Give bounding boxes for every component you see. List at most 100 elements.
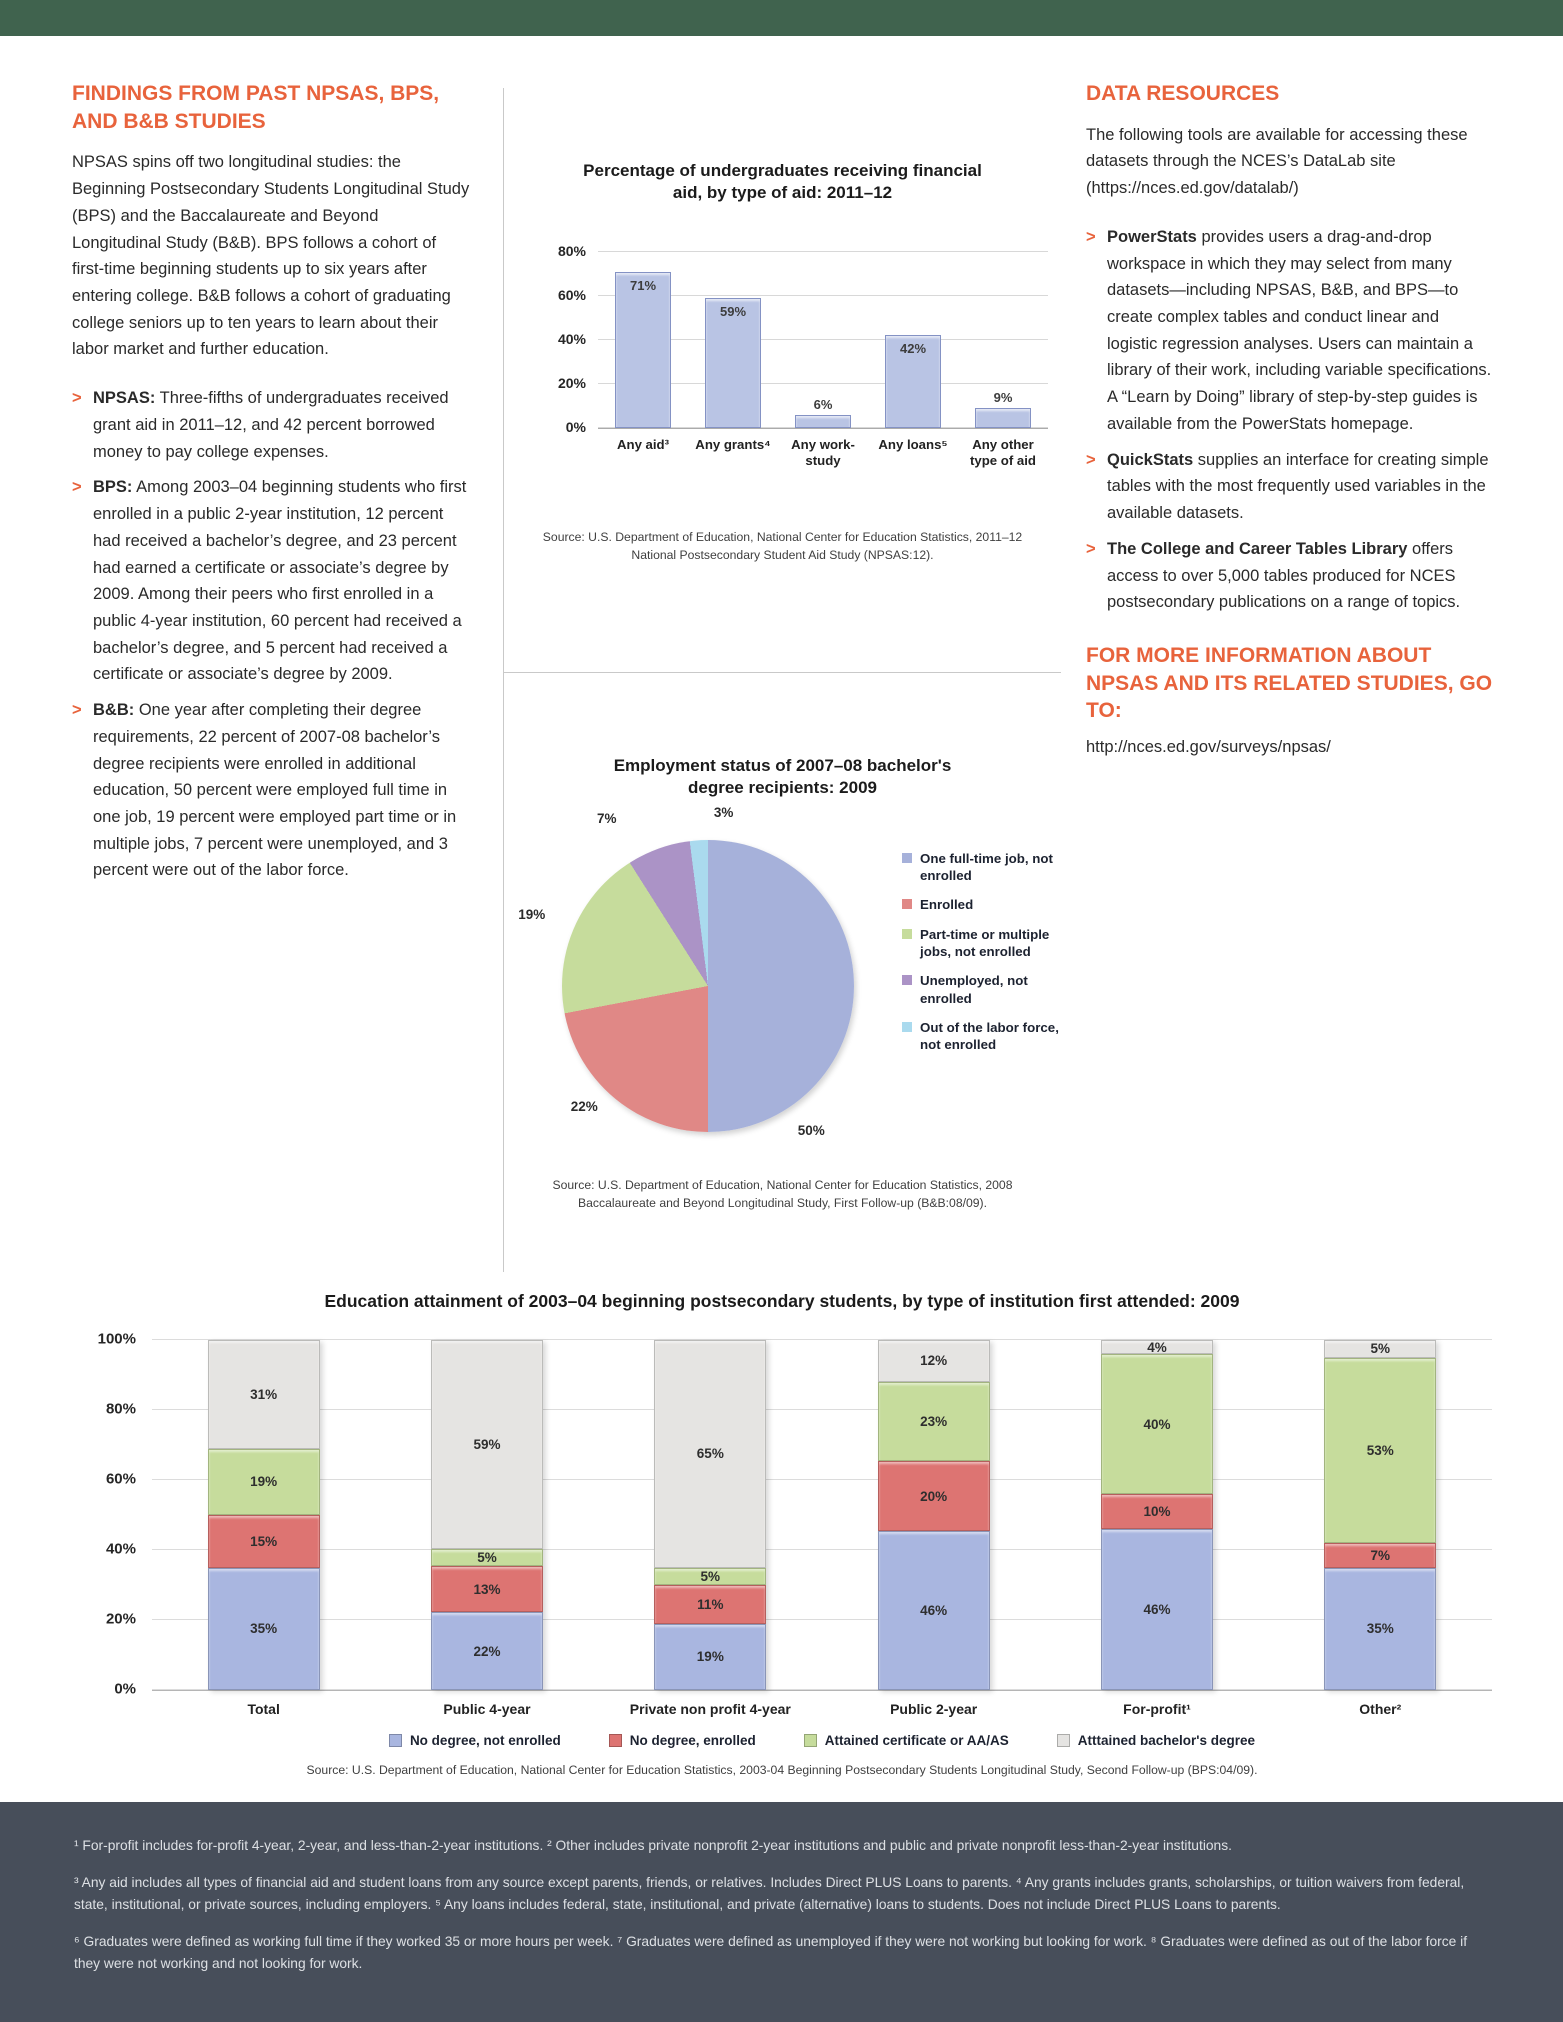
footnote-6-8: ⁶ Graduates were defined as working full… [74, 1934, 1468, 1971]
financial-aid-bar-chart: Percentage of undergraduates receiving f… [504, 88, 1061, 673]
legend-swatch-icon [803, 1734, 817, 1748]
stacked-chart: 100% 80% 60% 40% 20% 0% 35% 15% 19% 31% 22% 13% 5% 5… [72, 1331, 1492, 1698]
bullet-powerstats: > PowerStats provides users a drag-and-d… [1086, 224, 1494, 438]
segment-value-label: 11% [697, 1596, 724, 1612]
bar-value-label: 59% [719, 304, 747, 320]
pie-legend-item: One full-time job, not enrolled [902, 850, 1061, 885]
pie-legend-label: Part-time or multiple jobs, not enrolled [920, 926, 1050, 959]
segment: 19% [207, 1448, 320, 1516]
bullet-arrow-icon: > [1086, 227, 1096, 246]
segment-value-label: 59% [473, 1436, 501, 1452]
bar-category-label: Any loans⁵ [878, 436, 948, 452]
legend-swatch-icon [608, 1734, 622, 1748]
data-resources-intro: The following tools are available for ac… [1086, 125, 1468, 198]
segment-value-label: 5% [1370, 1341, 1391, 1357]
bar-chart-source: Source: U.S. Department of Education, Na… [542, 529, 1023, 563]
segment: 46% [877, 1530, 990, 1691]
segment: 20% [877, 1461, 990, 1531]
bar-chart-title: Percentage of undergraduates receiving f… [583, 161, 982, 203]
y-axis-tick: 0% [114, 1680, 136, 1698]
pie-chart: 50% 22% 19% 7% 3% One full-time job, not enr… [504, 805, 1061, 1138]
segment-value-label: 7% [1370, 1547, 1391, 1563]
pie-legend-item: Part-time or multiple jobs, not enrolled [902, 926, 1061, 961]
pie-legend: One full-time job, not enrolled Enrolled P… [902, 840, 1061, 1132]
segment: 19% [654, 1623, 767, 1691]
y-axis-tick: 20% [557, 374, 586, 391]
bullet-arrow-icon: > [72, 478, 82, 497]
segment-value-label: 5% [477, 1550, 497, 1566]
stacked-legend-item: Attained certificate or AA/AS [803, 1733, 1009, 1749]
left-column: FINDINGS FROM PAST NPSAS, BPS, AND B&B S… [72, 80, 470, 884]
stacked-category-label: For-profit¹ [1123, 1701, 1191, 1718]
legend-swatch-icon [902, 899, 912, 910]
bar-category-label: Any other type of aid [970, 436, 1036, 469]
stacked-bar-4: 46% 10% 40% 4% [1100, 1339, 1213, 1691]
pie-legend-item: Out of the labor force, not enrolled [902, 1019, 1061, 1054]
stacked-chart-legend: No degree, not enrolled No degree, enroll… [152, 1733, 1492, 1748]
bullet-arrow-icon: > [1086, 539, 1096, 558]
stacked-category-label: Public 2-year [890, 1701, 978, 1718]
stacked-legend-item: Atttained bachelor's degree [1056, 1733, 1255, 1748]
bullet-powerstats-text: PowerStats provides users a drag-and-dro… [1107, 227, 1492, 433]
y-axis-tick: 40% [557, 330, 586, 347]
bar-value-label: 42% [899, 341, 927, 357]
bar-value-label: 71% [629, 277, 657, 293]
bullet-bps: > BPS: Among 2003–04 beginning students … [72, 474, 470, 688]
stacked-bar-5: 35% 7% 53% 5% [1324, 1340, 1437, 1691]
findings-intro: NPSAS spins off two longitudinal studies… [72, 153, 470, 359]
segment: 35% [207, 1567, 320, 1691]
segment-value-label: 35% [1366, 1621, 1394, 1637]
bullet-npsas-text: NPSAS: Three-fifths of undergraduates re… [93, 389, 449, 461]
legend-swatch-icon [1056, 1734, 1070, 1748]
legend-swatch-icon [388, 1734, 402, 1748]
bar-1: 59% [705, 298, 761, 428]
segment-value-label: 4% [1147, 1339, 1167, 1355]
legend-swatch-icon [902, 852, 912, 863]
bar-4: 9% [975, 390, 1031, 428]
footnote-1-2: ¹ For-profit includes for-profit 4-year,… [74, 1838, 1232, 1853]
pie-value-label: 19% [518, 907, 546, 923]
segment-value-label: 31% [250, 1386, 278, 1402]
bullet-npsas: > NPSAS: Three-fifths of undergraduates … [72, 385, 470, 465]
stacked-bar-1: 22% 13% 5% 59% [430, 1340, 543, 1691]
legend-swatch-icon [902, 928, 912, 939]
bar-column: 6% [778, 252, 868, 428]
segment: 23% [877, 1381, 990, 1462]
bullet-bb-text: B&B: One year after completing their deg… [93, 701, 457, 880]
findings-heading: FINDINGS FROM PAST NPSAS, BPS, AND B&B S… [72, 82, 440, 133]
bullet-arrow-icon: > [72, 389, 82, 408]
bar-column: 9% [958, 252, 1048, 428]
segment-value-label: 23% [920, 1414, 948, 1430]
bar-0: 71% [615, 271, 671, 428]
pie-value-label: 50% [797, 1122, 825, 1138]
stacked-chart-x-labels: Total Public 4-year Private non profit 4-y… [152, 1701, 1492, 1717]
bar-category-label: Any work-study [791, 436, 855, 469]
segment-value-label: 15% [250, 1533, 278, 1549]
segment-value-label: 40% [1143, 1416, 1171, 1432]
bar-value-label: 6% [813, 396, 833, 412]
stacked-chart-bars: 35% 15% 19% 31% 22% 13% 5% 59% 19% 11% 5% 65% 46% 20%… [152, 1339, 1492, 1691]
segment-value-label: 19% [696, 1649, 724, 1665]
bullet-bps-text: BPS: Among 2003–04 beginning students wh… [93, 478, 467, 684]
pie-legend-label: One full-time job, not enrolled [920, 850, 1053, 884]
bullet-tables-library: > The College and Career Tables Library … [1086, 536, 1494, 616]
segment: 31% [207, 1340, 320, 1449]
segment: 5% [1324, 1340, 1437, 1358]
bullet-tables-library-text: The College and Career Tables Library of… [1107, 539, 1461, 612]
segment: 5% [430, 1548, 543, 1567]
segment-value-label: 46% [1143, 1602, 1171, 1618]
npsas-url-link[interactable]: http://nces.ed.gov/surveys/npsas/ [1086, 738, 1331, 757]
segment-value-label: 19% [250, 1474, 278, 1490]
pie-value-label: 3% [713, 804, 734, 820]
stacked-legend-label: Attained certificate or AA/AS [824, 1733, 1009, 1749]
footnotes-footer: ¹ For-profit includes for-profit 4-year,… [0, 1802, 1563, 2022]
segment: 12% [877, 1340, 990, 1382]
stacked-chart-y-axis: 100% 80% 60% 40% 20% 0% [72, 1331, 152, 1698]
top-green-bar [0, 0, 1563, 36]
segment: 4% [1100, 1339, 1213, 1355]
segment: 10% [1100, 1494, 1213, 1530]
right-column: DATA RESOURCES The following tools are a… [1086, 80, 1494, 760]
pie-value-label: 7% [597, 810, 617, 826]
segment: 65% [654, 1340, 767, 1568]
segment: 35% [1324, 1567, 1437, 1691]
